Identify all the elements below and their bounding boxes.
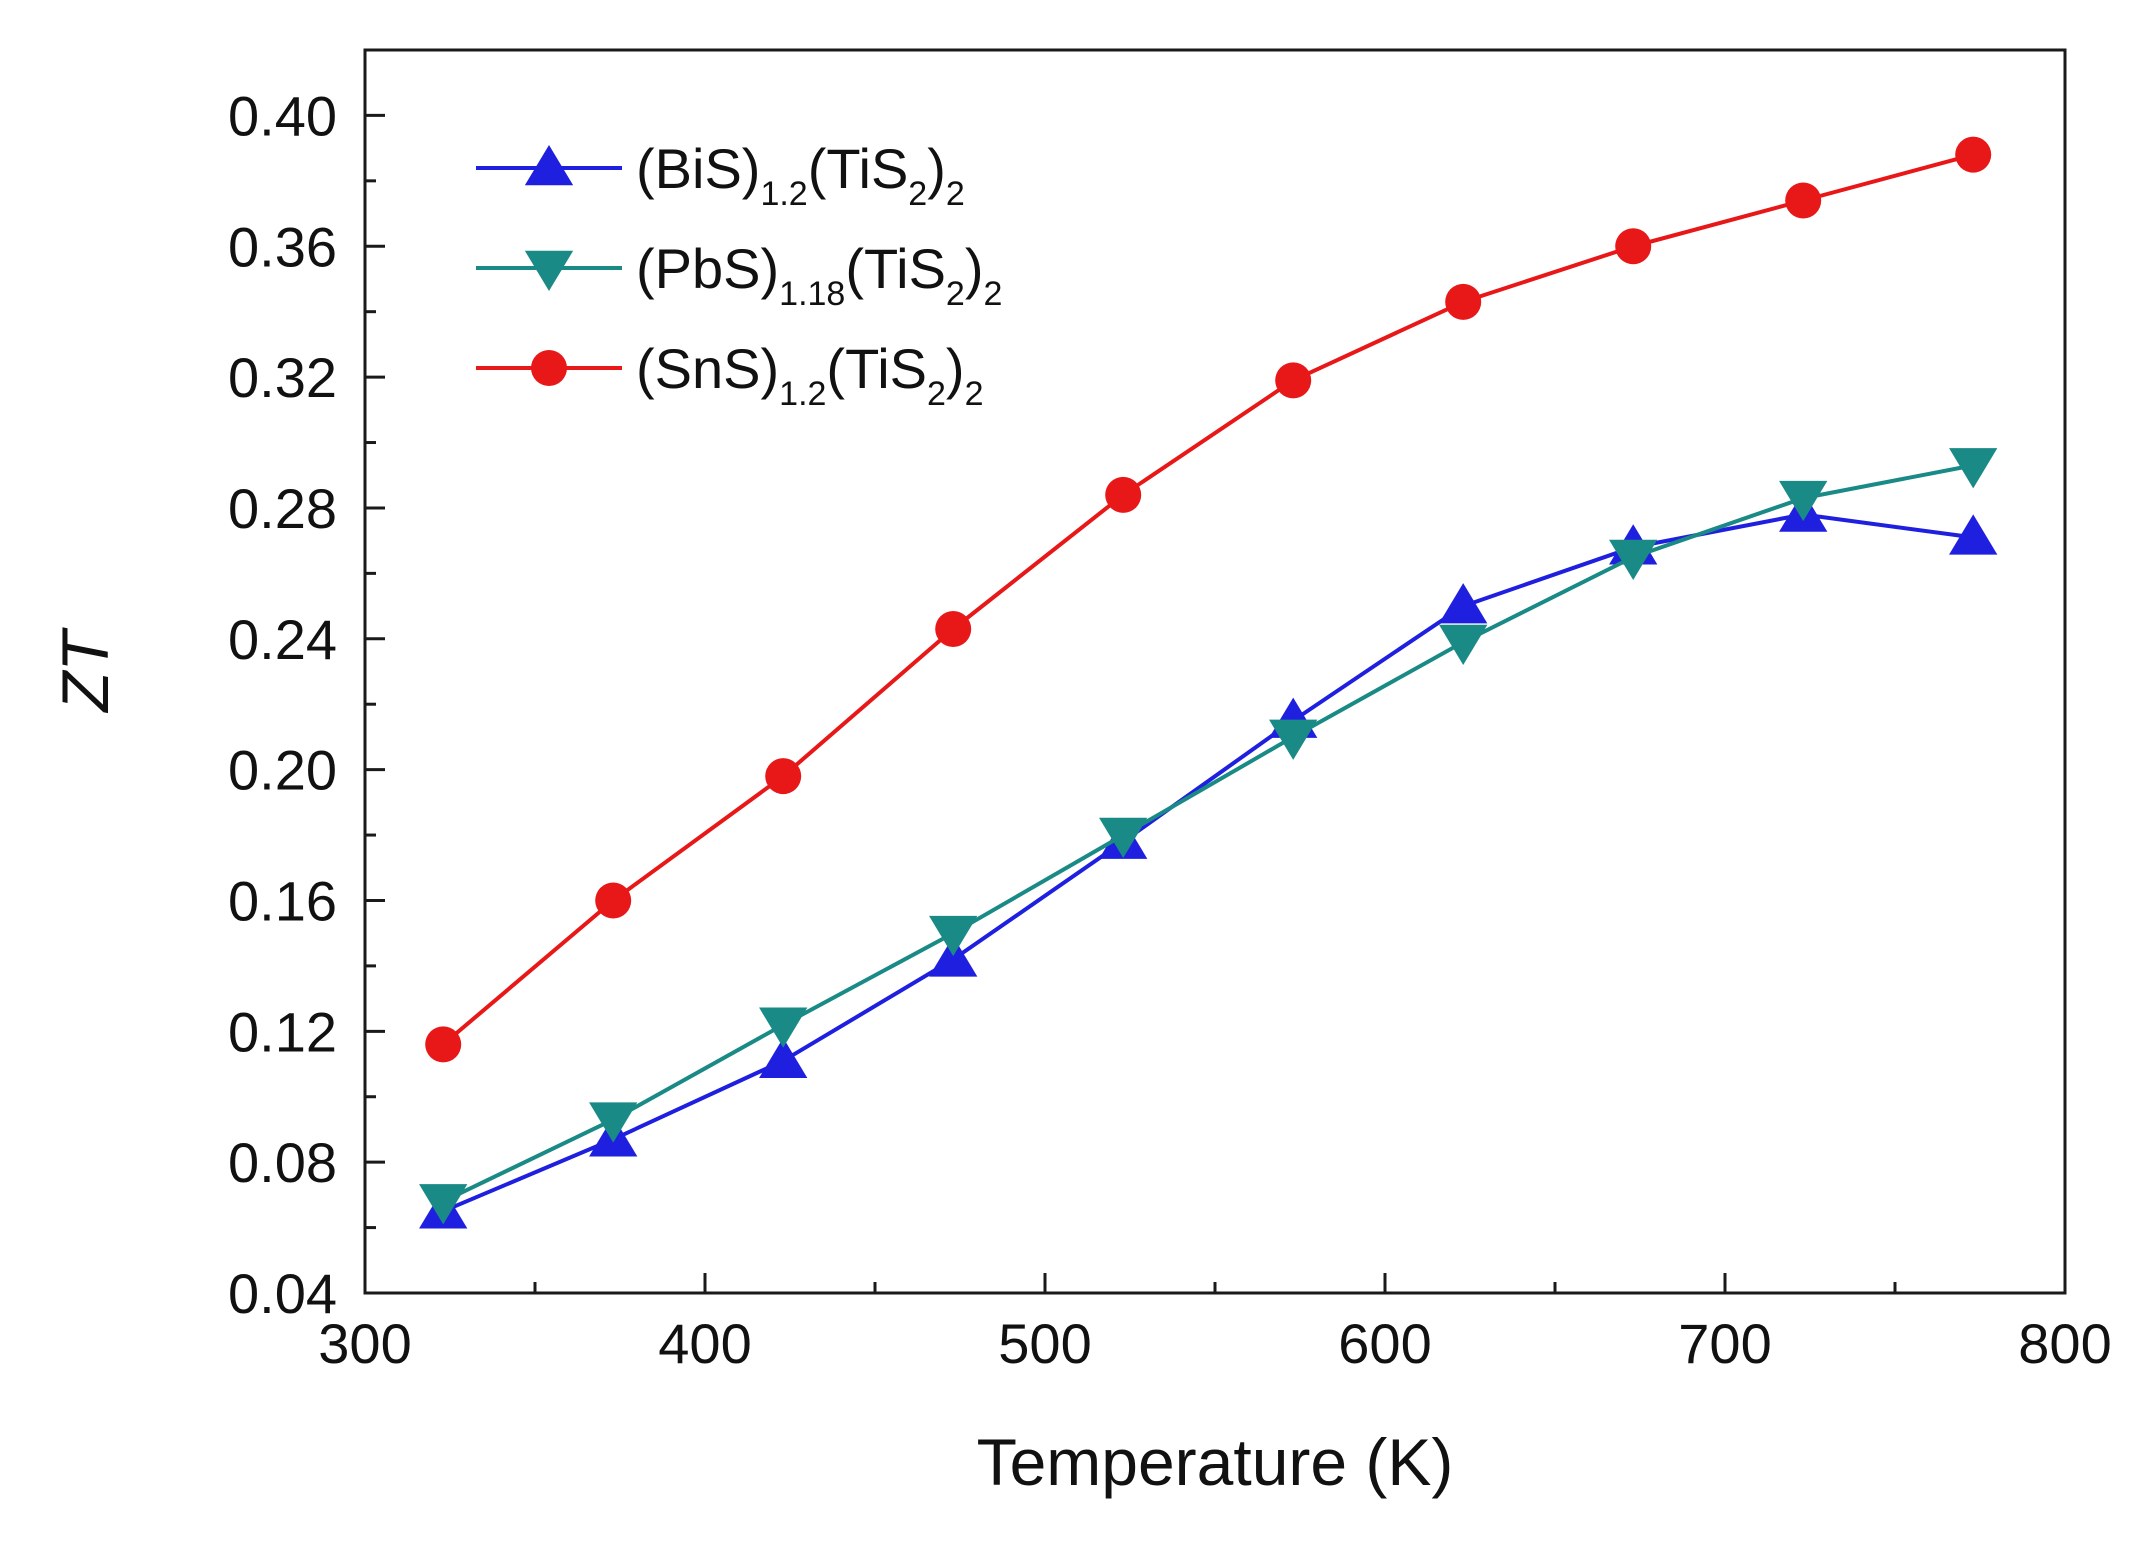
x-tick-label: 800 bbox=[2018, 1312, 2111, 1375]
plot-area-frame bbox=[363, 48, 2067, 1295]
data-point bbox=[1445, 283, 1482, 320]
data-point bbox=[1105, 476, 1142, 513]
data-point bbox=[1785, 182, 1822, 219]
series-line bbox=[441, 152, 1974, 1046]
y-tick-label: 0.40 bbox=[228, 84, 337, 147]
data-point bbox=[929, 915, 978, 957]
y-tick-label: 0.08 bbox=[228, 1131, 337, 1194]
data-point bbox=[1269, 719, 1318, 760]
data-point bbox=[1439, 583, 1488, 624]
legend-label: (BiS)1.2(TiS2)2 bbox=[636, 137, 965, 213]
y-tick-label: 0.36 bbox=[228, 215, 337, 278]
x-tick-label: 600 bbox=[1338, 1312, 1431, 1375]
y-axis-title: ZT bbox=[48, 627, 122, 714]
x-axis-title: Temperature (K) bbox=[977, 1425, 1454, 1499]
legend-swatch-marker bbox=[524, 250, 574, 291]
data-point bbox=[1615, 228, 1652, 265]
series-2 bbox=[419, 448, 1998, 1225]
y-tick-label: 0.28 bbox=[228, 477, 337, 540]
data-point bbox=[1949, 514, 1998, 555]
legend-label: (SnS)1.2(TiS2)2 bbox=[636, 337, 984, 413]
x-tick-label: 400 bbox=[658, 1312, 751, 1375]
series-3 bbox=[425, 136, 1992, 1063]
series-line bbox=[442, 512, 1974, 1214]
legend-swatch-marker bbox=[524, 145, 574, 186]
x-tick-label: 300 bbox=[318, 1312, 411, 1375]
data-point bbox=[1779, 480, 1828, 522]
data-point bbox=[595, 882, 632, 919]
data-point bbox=[419, 1184, 468, 1225]
data-point bbox=[759, 1007, 808, 1048]
legend-item: (BiS)1.2(TiS2)2 bbox=[476, 137, 965, 213]
series-line bbox=[442, 463, 1974, 1204]
data-point bbox=[589, 1102, 638, 1143]
legend-swatch-marker bbox=[531, 350, 567, 386]
data-point bbox=[1949, 448, 1998, 489]
data-point bbox=[759, 1037, 808, 1079]
x-tick-label: 700 bbox=[1678, 1312, 1771, 1375]
data-point bbox=[929, 936, 978, 977]
x-tick-label: 500 bbox=[998, 1312, 1091, 1375]
y-tick-label: 0.24 bbox=[228, 608, 337, 671]
data-point bbox=[765, 758, 802, 795]
data-point bbox=[1955, 136, 1992, 173]
y-tick-label: 0.04 bbox=[228, 1262, 337, 1325]
axis-ticks: 300 400 500 600 700 800 0.04 0.08 0.12 0.16 0.20 0.… bbox=[228, 84, 2112, 1375]
y-tick-label: 0.32 bbox=[228, 346, 337, 409]
data-point bbox=[1099, 817, 1148, 859]
data-point bbox=[1609, 539, 1658, 581]
y-tick-label: 0.16 bbox=[228, 869, 337, 932]
y-tick-label: 0.12 bbox=[228, 1000, 337, 1063]
data-point bbox=[1275, 362, 1312, 399]
legend-item: (PbS)1.18(TiS2)2 bbox=[476, 237, 1002, 313]
data-point bbox=[425, 1026, 462, 1063]
data-point bbox=[1439, 624, 1488, 666]
legend: (BiS)1.2(TiS2)2 (PbS)1.18(TiS2)2 (SnS)1.2(… bbox=[476, 137, 1002, 413]
y-tick-label: 0.20 bbox=[228, 739, 337, 802]
series-group bbox=[419, 136, 1998, 1229]
data-point bbox=[935, 610, 972, 647]
legend-label: (PbS)1.18(TiS2)2 bbox=[636, 237, 1002, 313]
legend-item: (SnS)1.2(TiS2)2 bbox=[476, 337, 984, 413]
